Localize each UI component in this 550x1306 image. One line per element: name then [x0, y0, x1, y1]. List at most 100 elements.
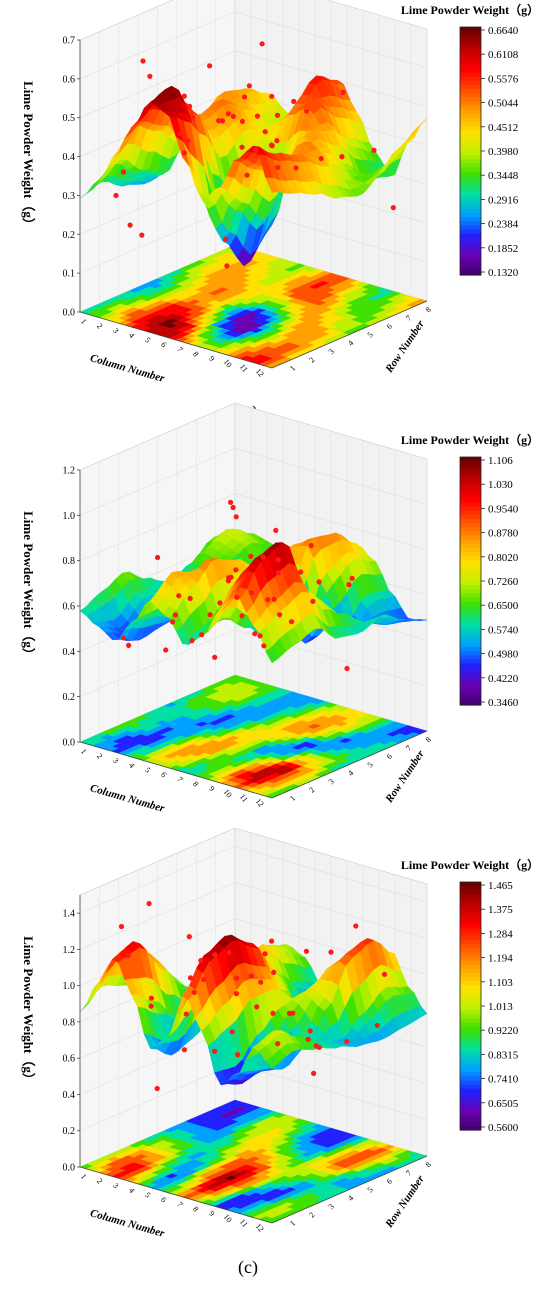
colorbar-segment — [460, 1085, 481, 1090]
colorbar-segment — [460, 172, 481, 177]
measured-point — [234, 514, 239, 519]
colorbar-segment — [460, 643, 481, 648]
colorbar-segment — [460, 242, 481, 247]
x-tick-label: 5 — [143, 1191, 152, 1200]
measured-point — [260, 41, 265, 46]
measured-point — [240, 119, 245, 124]
colorbar-segment — [460, 118, 481, 123]
colorbar-segment — [460, 72, 481, 77]
x-tick-label: 4 — [127, 1186, 136, 1195]
measured-point — [270, 1011, 275, 1016]
colorbar-segment — [460, 672, 481, 677]
measured-point — [155, 1086, 160, 1091]
colorbar-segment — [460, 106, 481, 111]
y-tick-label: 7 — [404, 1168, 413, 1177]
colorbar-segment — [460, 569, 481, 574]
colorbar-segment — [460, 907, 481, 912]
x-tick-label: 7 — [175, 775, 184, 784]
colorbar-segment — [460, 903, 481, 908]
colorbar-segment — [460, 602, 481, 607]
measured-point — [199, 632, 204, 637]
x-tick-label: 12 — [254, 797, 266, 809]
measured-point — [201, 977, 206, 982]
y-tick-label: 8 — [424, 305, 433, 314]
y-tick-label: 1 — [288, 364, 297, 373]
colorbar-segment — [460, 1076, 481, 1081]
measured-point — [261, 554, 266, 559]
colorbar-segment — [460, 1031, 481, 1036]
colorbar-segment — [460, 147, 481, 152]
colorbar-segment — [460, 923, 481, 928]
x-tick-label: 10 — [222, 787, 234, 799]
colorbar-segment — [460, 217, 481, 222]
measured-point — [126, 643, 131, 648]
colorbar-segment — [460, 919, 481, 924]
measured-point — [248, 554, 253, 559]
measured-point — [173, 612, 178, 617]
colorbar-segment — [460, 585, 481, 590]
colorbar-segment — [460, 230, 481, 235]
colorbar-tick-label: 0.7410 — [488, 1074, 519, 1086]
measured-point — [224, 263, 229, 268]
colorbar-segment — [460, 882, 481, 887]
colorbar-segment — [460, 1027, 481, 1032]
measured-point — [254, 1004, 259, 1009]
y-tick-label: 5 — [366, 760, 375, 769]
colorbar-tick-label: 0.8020 — [488, 552, 519, 564]
colorbar-segment — [460, 688, 481, 693]
x-tick-label: 6 — [159, 1195, 168, 1204]
measured-point — [249, 973, 254, 978]
colorbar-segment — [460, 498, 481, 503]
colorbar-segment — [460, 540, 481, 545]
z-tick-label: 0.4 — [63, 1090, 76, 1101]
measured-point — [271, 970, 276, 975]
y-tick-label: 8 — [424, 735, 433, 744]
measured-point — [247, 83, 252, 88]
measured-point — [147, 74, 152, 79]
measured-point — [226, 578, 231, 583]
colorbar-segment — [460, 626, 481, 631]
colorbar-segment — [460, 490, 481, 495]
measured-point — [182, 94, 187, 99]
colorbar-tick-label: 1.103 — [488, 977, 513, 989]
colorbar-segment — [460, 1018, 481, 1023]
colorbar-tick-label: 0.6500 — [488, 600, 519, 612]
measured-point — [274, 138, 279, 143]
colorbar-segment — [460, 940, 481, 945]
measured-point — [226, 950, 231, 955]
measured-point — [184, 1012, 189, 1017]
colorbar-segment — [460, 258, 481, 263]
y-tick-label: 6 — [385, 322, 394, 331]
measured-point — [289, 619, 294, 624]
measured-point — [309, 543, 314, 548]
colorbar-segment — [460, 680, 481, 685]
colorbar-tick-label: 1.284 — [488, 928, 513, 940]
z-tick-label: 0.1 — [63, 269, 76, 280]
colorbar-segment — [460, 536, 481, 541]
colorbar-segment — [460, 478, 481, 483]
measured-point — [190, 115, 195, 120]
colorbar-segment — [460, 68, 481, 73]
colorbar-segment — [460, 511, 481, 516]
colorbar-tick-label: 0.5740 — [488, 624, 519, 636]
colorbar-tick-label: 0.2916 — [488, 194, 519, 206]
x-tick-label: 3 — [111, 1181, 120, 1190]
colorbar-segment — [460, 1035, 481, 1040]
x-tick-label: 12 — [254, 367, 266, 379]
colorbar-tick-label: 0.3448 — [488, 170, 519, 182]
measured-point — [126, 953, 131, 958]
colorbar-segment — [460, 35, 481, 40]
colorbar-segment — [460, 894, 481, 899]
y-tick-label: 6 — [385, 752, 394, 761]
measured-point — [255, 114, 260, 119]
colorbar-segment — [460, 486, 481, 491]
colorbar-segment — [460, 267, 481, 272]
colorbar-segment — [460, 101, 481, 106]
colorbar-tick-label: 0.8315 — [488, 1049, 519, 1061]
measured-point — [249, 590, 254, 595]
colorbar-segment — [460, 85, 481, 90]
colorbar-segment — [460, 598, 481, 603]
colorbar-segment — [460, 60, 481, 65]
